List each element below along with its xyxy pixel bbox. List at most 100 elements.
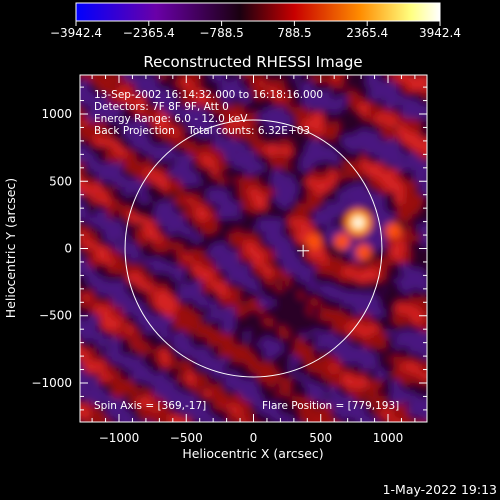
heatmap-blob: [416, 175, 427, 186]
heatmap-blob: [422, 136, 427, 151]
x-tick-label: 500: [309, 431, 332, 445]
heatmap-blob: [127, 75, 139, 84]
info-line-energy: Energy Range: 6.0 - 12.0 keV: [94, 113, 248, 125]
chart-title: Reconstructed RHESSI Image: [143, 53, 362, 71]
heatmap-blob: [353, 111, 365, 127]
heatmap-blob: [157, 274, 173, 285]
heatmap-blob: [221, 305, 238, 320]
heatmap-blob: [340, 160, 361, 170]
spin-axis-label: Spin Axis = [369,-17]: [94, 400, 206, 412]
heatmap-blob: [370, 379, 384, 390]
y-tick-label: 0: [64, 242, 72, 256]
secondary-lobe: [355, 244, 372, 261]
heatmap-blob: [384, 190, 398, 205]
heatmap-blob: [142, 321, 156, 335]
heatmap-blob: [80, 90, 94, 100]
heatmap-blob: [322, 396, 335, 406]
heatmap-blob: [241, 126, 252, 141]
heatmap-blob: [420, 249, 427, 261]
heatmap-blob: [296, 244, 308, 253]
y-axis-label: Heliocentric Y (arcsec): [3, 178, 18, 318]
y-tick-label: 1000: [41, 107, 72, 121]
heatmap-blob: [415, 421, 424, 422]
secondary-lobe: [305, 233, 322, 250]
heatmap-blob: [159, 86, 172, 100]
colorbar: −3942.4 −2365.4 −788.5 788.5 2365.4 3942.4: [50, 2, 461, 40]
heatmap-blob: [359, 127, 375, 143]
heatmap-blob: [414, 194, 426, 206]
y-tick-label: 500: [49, 174, 72, 188]
heatmap-blob: [420, 233, 427, 247]
heatmap-blob: [229, 166, 249, 179]
x-tick-label: −1000: [99, 431, 140, 445]
heatmap-blob: [135, 287, 151, 304]
heatmap-blob: [420, 118, 427, 134]
colorbar-ticks: −3942.4 −2365.4 −788.5 788.5 2365.4 3942.4: [50, 21, 461, 40]
colorbar-gradient: [75, 2, 441, 22]
info-line-time: 13-Sep-2002 16:14:32.000 to 16:18:16.000: [94, 89, 323, 101]
heatmap-blob: [95, 348, 107, 358]
x-tick-label: 1000: [373, 431, 404, 445]
heatmap-blob: [419, 182, 427, 196]
heatmap-blob: [262, 390, 278, 404]
heatmap-blob: [167, 282, 180, 294]
heatmap-blob: [297, 75, 309, 84]
heatmap-blob: [414, 297, 427, 312]
heatmap-blob: [233, 421, 244, 422]
heatmap-blob: [320, 208, 336, 221]
axis-ticks: −1000 −500 0 500 1000 −1000 −500 0 500 1000: [31, 75, 427, 445]
heatmap-blob: [316, 319, 336, 333]
heatmap-blob: [385, 342, 397, 359]
heatmap-blob: [239, 399, 252, 415]
heatmap-blob: [238, 376, 254, 392]
heatmap-blob: [413, 274, 427, 286]
spin-axis-marker: [297, 244, 310, 257]
heatmap-blob: [192, 377, 207, 388]
heatmap-blob: [151, 411, 164, 422]
heatmap-blob: [335, 87, 351, 96]
heatmap-blob: [348, 198, 359, 210]
heatmap-blob: [384, 153, 399, 166]
heatmap-blob: [176, 192, 191, 207]
heatmap-image: [80, 75, 427, 422]
heatmap-blob: [142, 79, 156, 89]
heatmap-blob: [239, 176, 255, 190]
x-axis-label: Heliocentric X (arcsec): [182, 446, 323, 461]
colorbar-tick-label: 788.5: [277, 26, 311, 40]
heatmap-blob: [198, 258, 215, 270]
heatmap-blob: [86, 160, 101, 172]
colorbar-tick-label: 3942.4: [419, 26, 461, 40]
heatmap-blob: [189, 246, 209, 263]
heatmap-blob: [119, 318, 131, 335]
heatmap-blob: [214, 405, 231, 422]
colorbar-tick-label: 2365.4: [346, 26, 388, 40]
flare-position-label: Flare Position = [779,193]: [262, 400, 399, 412]
heatmap-blob: [86, 313, 100, 327]
plot-area: −1000 −500 0 500 1000 −1000 −500 0 500 1000: [31, 74, 428, 445]
x-tick-label: −500: [170, 431, 203, 445]
heatmap-blob: [386, 116, 398, 129]
heatmap-blob: [414, 336, 427, 352]
heatmap-blob: [275, 75, 287, 81]
heatmap-blob: [297, 183, 311, 194]
heatmap-blob: [417, 75, 427, 82]
heatmap-blob: [208, 376, 221, 386]
heatmap-blob: [120, 370, 133, 381]
heatmap-blob: [111, 304, 126, 319]
heatmap-blob: [198, 169, 215, 182]
heatmap-blob: [201, 278, 214, 294]
solar-limb-circle: [124, 119, 383, 378]
colorbar-tick-label: −3942.4: [50, 26, 102, 40]
heatmap-blob: [94, 144, 108, 155]
heatmap-blob: [406, 120, 426, 133]
heatmap-blob: [377, 291, 389, 302]
heatmap-blob: [143, 111, 157, 122]
secondary-lobe: [385, 222, 402, 239]
heatmap-blob: [401, 97, 415, 108]
heatmap-blob: [418, 419, 427, 422]
heatmap-blob: [417, 319, 427, 333]
info-line-method: Back Projection Total counts: 6.32E+03: [94, 125, 310, 137]
y-tick-label: −500: [39, 309, 72, 323]
info-line-detectors: Detectors: 7F 8F 9F, Att 0: [94, 101, 229, 113]
